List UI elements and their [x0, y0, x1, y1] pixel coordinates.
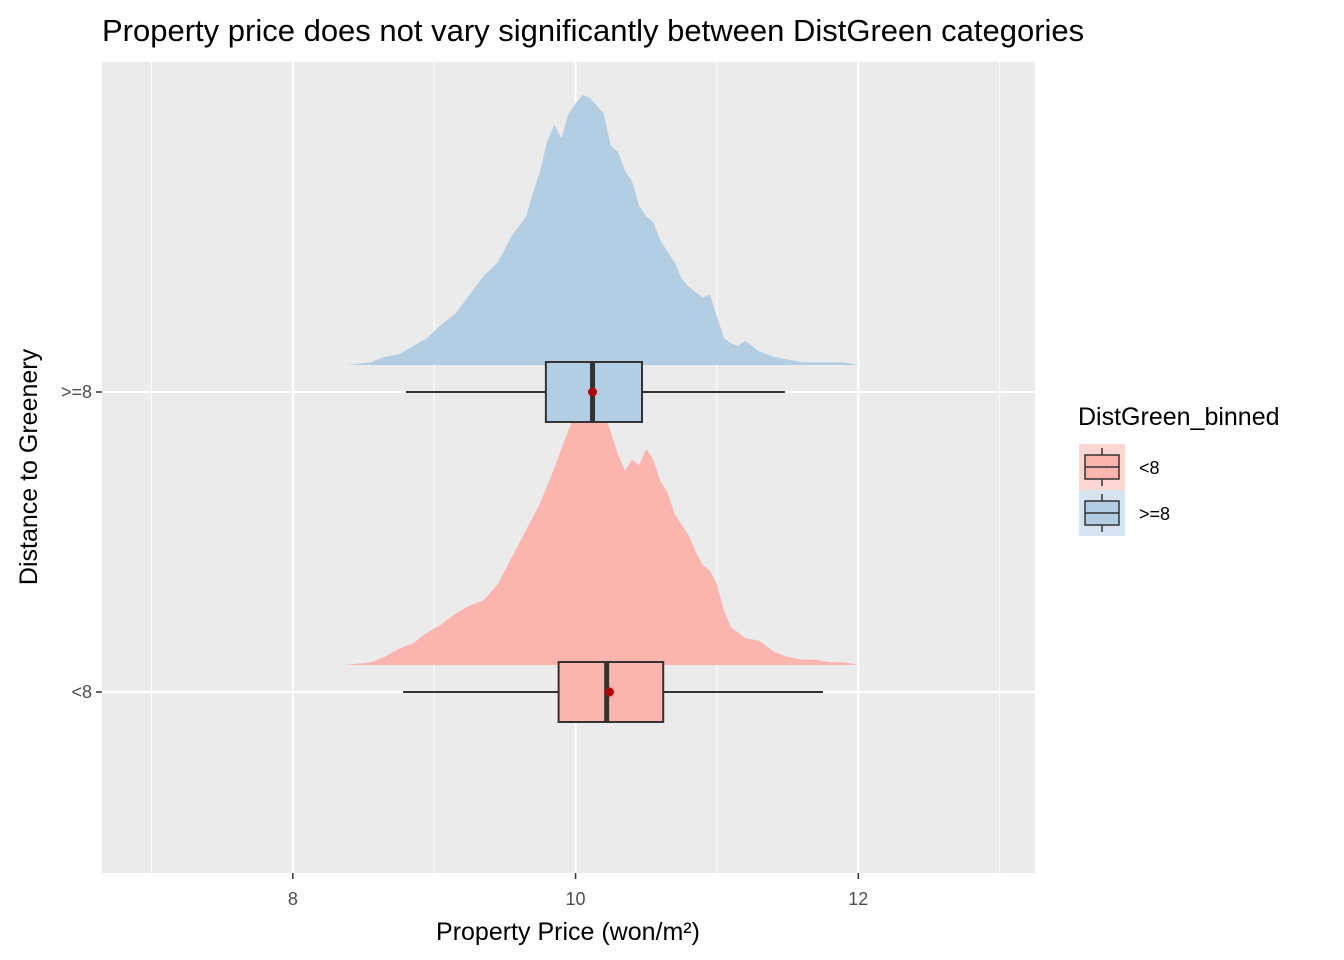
legend-keys: <8 >=8: [1079, 444, 1170, 536]
boxplot: [403, 661, 823, 723]
y-tick-label: <8: [71, 682, 92, 702]
x-tick-label: 8: [288, 889, 298, 909]
legend-label: >=8: [1139, 504, 1170, 524]
mean-point: [604, 687, 614, 697]
y-tick-label: >=8: [61, 382, 92, 402]
boxplot: [405, 361, 785, 423]
x-axis-title: Property Price (won/m²): [436, 918, 700, 946]
x-axis: 8 10 12: [288, 873, 868, 909]
density-ridges: [345, 95, 901, 665]
x-tick-label: 12: [848, 889, 868, 909]
mean-point: [588, 387, 598, 397]
y-axis-title: Distance to Greenery: [15, 348, 43, 585]
chart-title: Property price does not vary significant…: [102, 13, 1084, 48]
density-ridge: [346, 95, 873, 365]
density-ridge: [345, 395, 901, 665]
legend-entry: <8: [1079, 444, 1160, 490]
legend-label: <8: [1139, 458, 1160, 478]
x-tick-label: 10: [566, 889, 586, 909]
y-axis: <8 >=8: [61, 382, 102, 702]
legend-entry: >=8: [1079, 490, 1170, 536]
legend-title: DistGreen_binned: [1078, 403, 1280, 431]
boxplots: [403, 361, 823, 723]
legend: DistGreen_binned <8 >=8: [1078, 403, 1280, 536]
